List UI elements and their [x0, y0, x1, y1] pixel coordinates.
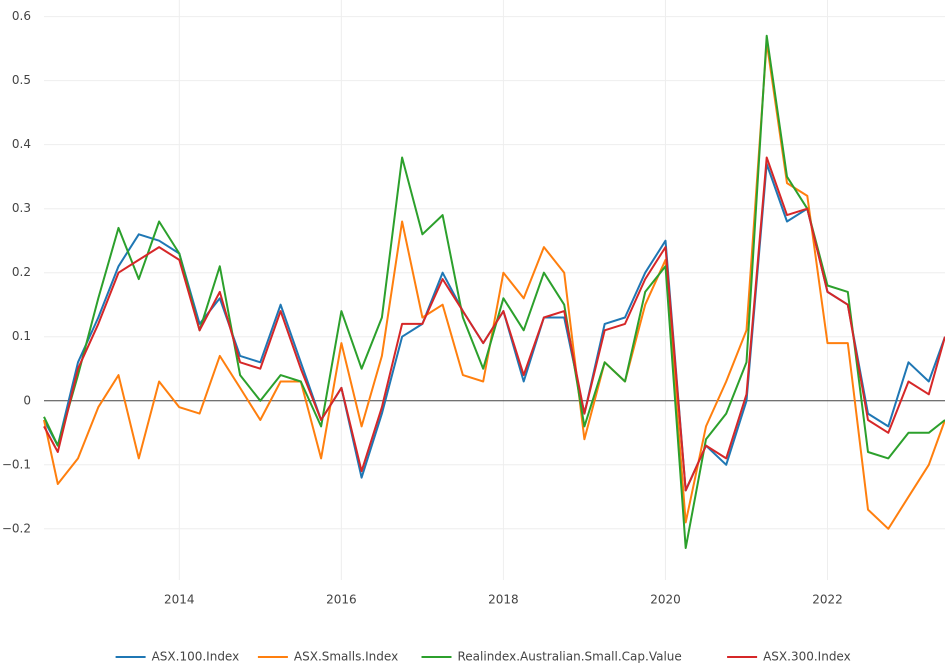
- y-tick-label: 0.2: [12, 265, 31, 279]
- y-tick-label: 0: [23, 393, 31, 407]
- legend-label: ASX.300.Index: [763, 650, 851, 664]
- x-tick-label: 2014: [164, 593, 195, 607]
- series-line: [43, 156, 945, 492]
- x-tick-label: 2018: [488, 593, 519, 607]
- y-tick-label: 0.3: [12, 201, 31, 215]
- x-tick-label: 2022: [812, 593, 843, 607]
- legend-label: ASX.100.Index: [152, 650, 240, 664]
- y-tick-label: −0.2: [2, 521, 31, 535]
- x-tick-label: 2016: [326, 593, 357, 607]
- y-tick-label: −0.1: [2, 457, 31, 471]
- y-tick-label: 0.6: [12, 9, 31, 23]
- y-tick-label: 0.1: [12, 329, 31, 343]
- legend-label: Realindex.Australian.Small.Cap.Value: [458, 650, 682, 664]
- y-tick-label: 0.5: [12, 73, 31, 87]
- legend-label: ASX.Smalls.Index: [294, 650, 398, 664]
- y-tick-label: 0.4: [12, 137, 31, 151]
- x-tick-label: 2020: [650, 593, 681, 607]
